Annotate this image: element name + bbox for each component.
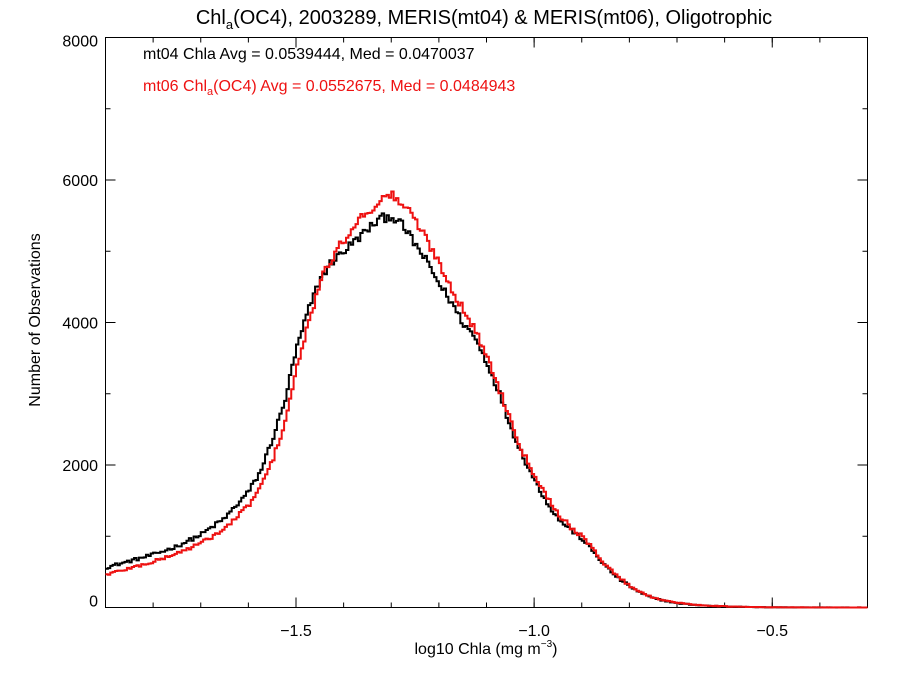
y-tick-label: 2000 <box>62 458 98 475</box>
annotation-mt06-suffix: (OC4) Avg = 0.0552675, Med = 0.0484943 <box>213 78 515 95</box>
series-line-mt06 <box>105 190 868 609</box>
x-axis-label-main: log10 Chla (mg m <box>414 641 540 658</box>
y-axis-tick-labels: 0 2000 4000 6000 8000 <box>62 34 98 611</box>
y-tick-label: 0 <box>89 594 98 611</box>
y-axis-ticks <box>105 108 868 537</box>
x-tick-label: −0.5 <box>756 623 788 640</box>
annotation-mt06-subscript: a <box>207 86 214 98</box>
y-tick-label: 8000 <box>62 34 98 51</box>
x-tick-label: −1.0 <box>518 623 550 640</box>
y-tick-label: 4000 <box>62 316 98 333</box>
x-axis-label-superscript: −3 <box>541 639 553 650</box>
chart-title-suffix: (OC4), 2003289, MERIS(mt04) & MERIS(mt06… <box>233 7 772 29</box>
x-axis-ticks <box>152 37 821 608</box>
y-axis-label: Number of Observations <box>27 233 44 406</box>
x-tick-label: −1.5 <box>280 623 312 640</box>
annotation-mt04: mt04 Chla Avg = 0.0539444, Med = 0.04700… <box>143 46 475 63</box>
y-tick-label: 6000 <box>62 173 98 190</box>
series-line-mt04 <box>105 212 868 609</box>
x-axis-tick-labels: −1.5 −1.0 −0.5 <box>280 623 788 640</box>
x-axis-label-close: ) <box>552 641 557 658</box>
annotation-mt06-prefix: mt06 Chl <box>143 78 207 95</box>
chart-title-prefix: Chl <box>196 7 226 29</box>
chart-title: Chla(OC4), 2003289, MERIS(mt04) & MERIS(… <box>196 7 772 32</box>
x-axis-label: log10 Chla (mg m−3) <box>414 639 557 658</box>
chart-title-subscript: a <box>226 17 234 32</box>
annotation-mt06: mt06 Chla(OC4) Avg = 0.0552675, Med = 0.… <box>143 78 515 98</box>
